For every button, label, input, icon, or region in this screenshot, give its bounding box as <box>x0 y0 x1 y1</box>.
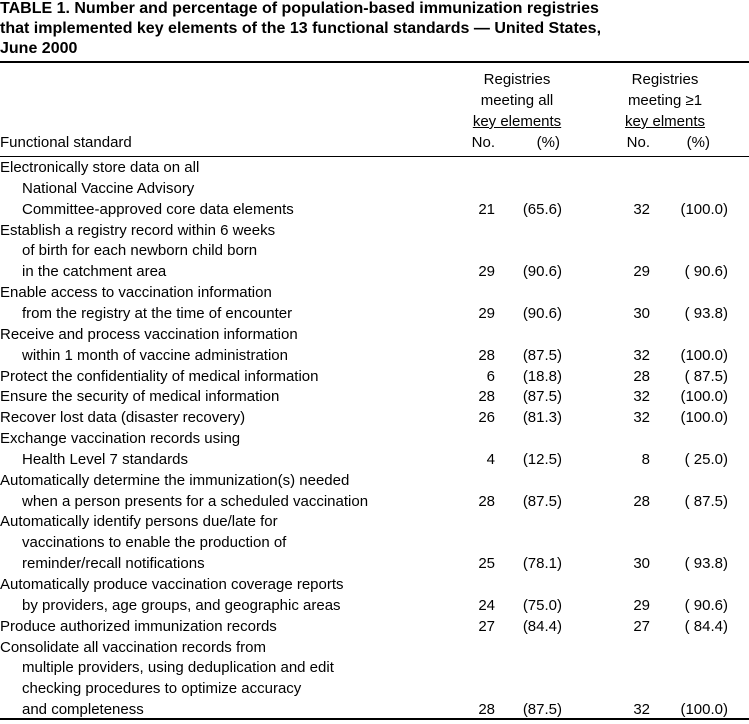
title-line: June 2000 <box>0 40 78 57</box>
column-header: Functional standard <box>0 134 132 151</box>
row-value: 29 <box>633 263 650 281</box>
row-label: checking procedures to optimize accuracy <box>22 680 302 698</box>
row-label: reminder/recall notifications <box>22 555 205 573</box>
row-value: ( 93.8) <box>684 555 728 573</box>
row-value: 8 <box>641 450 650 468</box>
row-value: (18.8) <box>522 367 562 385</box>
row-label: Exchange vaccination records using <box>0 430 241 448</box>
row-value: 28 <box>478 701 495 719</box>
row-value: (100.0) <box>680 388 728 406</box>
row-label: Consolidate all vaccination records from <box>0 638 266 656</box>
group-header-line: Registries <box>631 71 699 88</box>
row-value: (84.4) <box>522 617 562 635</box>
group-header-line: key elments <box>624 113 706 130</box>
row-label: of birth for each newborn child born <box>22 242 258 260</box>
row-value: 26 <box>478 409 495 427</box>
row-label: National Vaccine Advisory <box>22 179 195 197</box>
row-value: 32 <box>633 200 650 218</box>
row-value: (100.0) <box>680 200 728 218</box>
row-value: 29 <box>478 263 495 281</box>
row-value: (12.5) <box>522 450 562 468</box>
row-label: Committee-approved core data elements <box>22 200 294 218</box>
row-value: 24 <box>478 596 495 614</box>
row-label: Establish a registry record within 6 wee… <box>0 221 276 239</box>
row-value: (90.6) <box>522 304 562 322</box>
row-value: 29 <box>633 596 650 614</box>
row-value: (87.5) <box>522 346 562 364</box>
row-value: (81.3) <box>522 409 562 427</box>
row-value: 30 <box>633 555 650 573</box>
top-rule <box>0 61 749 63</box>
row-label: Enable access to vaccination information <box>0 284 272 302</box>
row-value: (87.5) <box>522 388 562 406</box>
row-label: Recover lost data (disaster recovery) <box>0 409 246 427</box>
row-value: (87.5) <box>522 701 562 719</box>
row-label: Electronically store data on all <box>0 159 200 176</box>
row-label: by providers, age groups, and geographic… <box>22 596 341 614</box>
row-value: 32 <box>633 701 650 719</box>
row-value: 28 <box>478 492 495 510</box>
row-value: (90.6) <box>522 263 562 281</box>
row-label: Produce authorized immunization records <box>0 617 277 635</box>
title-line: TABLE 1. Number and percentage of popula… <box>0 0 599 17</box>
row-label: Protect the confidentiality of medical i… <box>0 367 319 385</box>
row-value: (78.1) <box>522 555 562 573</box>
header-rule <box>0 156 749 157</box>
row-value: 28 <box>478 346 495 364</box>
row-value: 28 <box>478 388 495 406</box>
group-header-line: meeting ≥1 <box>627 92 703 109</box>
row-value: 32 <box>633 346 650 364</box>
row-label: Receive and process vaccination informat… <box>0 325 298 343</box>
row-value: 21 <box>478 200 495 218</box>
row-value: 27 <box>633 617 650 635</box>
subheader: No. <box>626 134 650 151</box>
row-value: 27 <box>478 617 495 635</box>
row-label: from the registry at the time of encount… <box>22 304 293 322</box>
title-line: that implemented key elements of the 13 … <box>0 20 602 37</box>
row-value: 30 <box>633 304 650 322</box>
row-value: 25 <box>478 555 495 573</box>
row-value: (100.0) <box>680 409 728 427</box>
row-label: Automatically produce vaccination covera… <box>0 576 344 593</box>
row-value: (100.0) <box>680 701 728 719</box>
row-label: within 1 month of vaccine administration <box>22 346 288 364</box>
row-label: Ensure the security of medical informati… <box>0 388 280 406</box>
row-label: Automatically identify persons due/late … <box>0 513 278 531</box>
group-header-line: key elements <box>472 113 562 130</box>
row-value: 29 <box>478 304 495 322</box>
row-label: and completeness <box>22 701 144 719</box>
row-label: when a person presents for a scheduled v… <box>22 492 369 510</box>
row-label: multiple providers, using deduplication … <box>22 659 334 677</box>
row-label: vaccinations to enable the production of <box>22 534 287 552</box>
row-value: (87.5) <box>522 492 562 510</box>
row-label: in the catchment area <box>22 263 167 281</box>
row-value: ( 87.5) <box>684 367 728 385</box>
subheader: (%) <box>536 134 560 151</box>
row-value: ( 93.8) <box>684 304 728 322</box>
row-value: 4 <box>486 450 495 468</box>
row-value: (100.0) <box>680 346 728 364</box>
subheader: (%) <box>686 134 710 151</box>
row-value: 32 <box>633 409 650 427</box>
row-value: 28 <box>633 492 650 510</box>
bottom-rule <box>0 718 749 720</box>
row-value: 32 <box>633 388 650 406</box>
row-value: ( 90.6) <box>684 596 728 614</box>
row-value: ( 90.6) <box>684 263 728 281</box>
row-value: ( 87.5) <box>684 492 728 510</box>
subheader: No. <box>471 134 495 151</box>
row-value: (75.0) <box>522 596 562 614</box>
row-label: Automatically determine the immunization… <box>0 471 350 489</box>
row-label: Health Level 7 standards <box>22 450 188 468</box>
row-value: (65.6) <box>522 200 562 218</box>
row-value: 28 <box>633 367 650 385</box>
group-header-line: Registries <box>483 71 551 88</box>
group-header-line: meeting all <box>480 92 554 109</box>
row-value: 6 <box>486 367 495 385</box>
row-value: ( 84.4) <box>684 617 728 635</box>
row-value: ( 25.0) <box>684 450 728 468</box>
